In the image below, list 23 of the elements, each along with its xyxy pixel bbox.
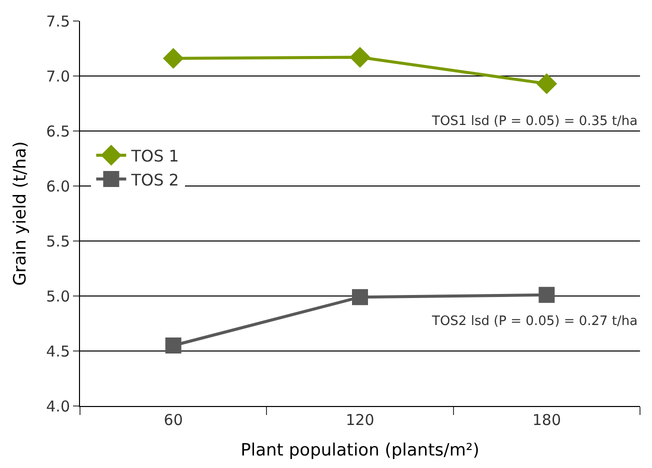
x-tick-label: 60 <box>164 411 183 429</box>
x-tick-label: 180 <box>532 411 561 429</box>
x-tick-label: 120 <box>346 411 374 429</box>
point <box>162 48 184 69</box>
annotation: TOS2 lsd (P = 0.05) = 0.27 t/ha <box>431 314 638 329</box>
point <box>350 46 370 68</box>
y-tick-label: 5.0 <box>46 287 70 306</box>
y-tick-label: 6.0 <box>46 177 70 196</box>
y-tick-label: 7.5 <box>46 12 70 30</box>
annotation: TOS1 lsd (P = 0.05) = 0.35 t/ha <box>431 114 638 129</box>
x-axis-title: Plant population (plants/m²) <box>240 440 480 460</box>
point <box>538 286 555 303</box>
legend-label: TOS 2 <box>130 170 179 190</box>
y-tick-label: 7.0 <box>46 67 70 86</box>
y-tick-label: 4.0 <box>46 397 70 416</box>
y-tick-label: 5.5 <box>46 232 70 250</box>
point <box>536 73 558 94</box>
point <box>165 338 182 354</box>
legend-label: TOS 1 <box>130 146 179 166</box>
y-tick-label: 6.5 <box>46 122 70 140</box>
y-axis-title: Grain yield (t/ha) <box>10 141 31 286</box>
point <box>352 289 368 306</box>
y-tick-label: 4.5 <box>46 342 70 360</box>
